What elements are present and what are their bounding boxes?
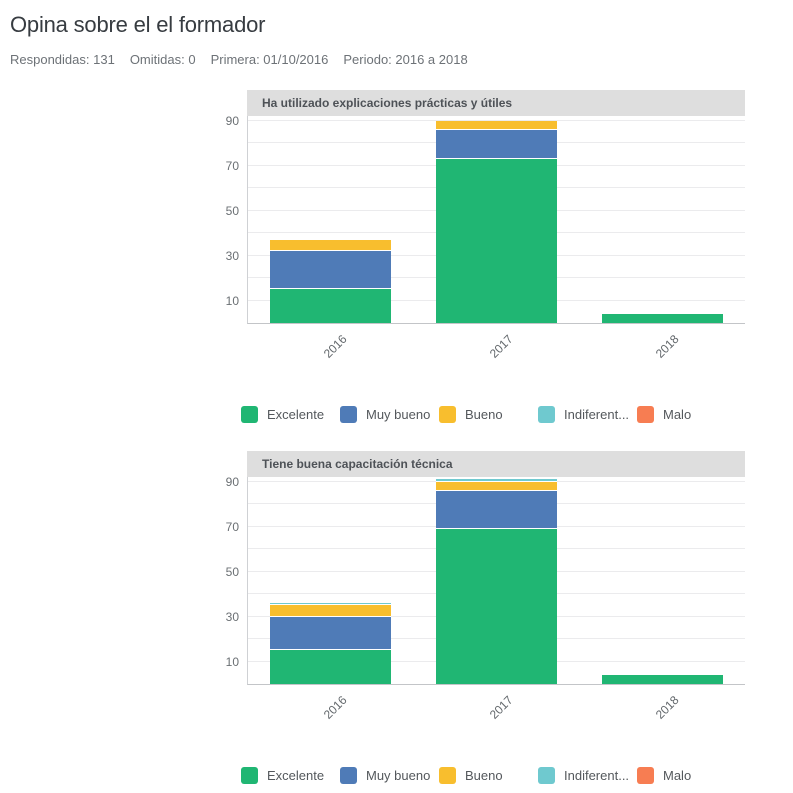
y-axis-tick-label: 50 (225, 564, 239, 579)
legend-swatch-icon (637, 767, 654, 784)
legend-swatch-icon (538, 767, 555, 784)
legend-label: Malo (663, 407, 692, 422)
bar-slot-2018 (579, 116, 745, 323)
bar-segment-excelente-2017[interactable] (436, 158, 557, 323)
chart-panel-capacitacion: Tiene buena capacitación técnica 10 30 50 7… (226, 451, 745, 784)
chart-panel-explicaciones: Ha utilizado explicaciones prácticas y ú… (226, 90, 745, 423)
legend-item-indiferent: Indiferent... (538, 767, 637, 784)
plot-area: 10 30 50 70 90 (226, 475, 745, 685)
chart-title: Ha utilizado explicaciones prácticas y ú… (247, 90, 745, 116)
stacked-bar-2016[interactable] (270, 603, 392, 684)
legend-label: Excelente (267, 768, 325, 783)
bar-slot-2018 (579, 477, 745, 684)
legend-swatch-icon (637, 406, 654, 423)
bar-segment-excelente-2016[interactable] (270, 289, 392, 323)
bar-segment-indiferent-2016[interactable] (270, 603, 392, 606)
x-axis-label-2018: 2018 (653, 332, 682, 361)
stacked-bar-2017[interactable] (436, 479, 557, 684)
y-axis-tick-label: 70 (225, 519, 239, 534)
plot-area: 10 30 50 70 90 (226, 114, 745, 324)
legend-item-bueno: Bueno (439, 406, 538, 423)
y-axis-tick-label: 30 (225, 248, 239, 263)
bar-segment-muy-bueno-2016[interactable] (270, 616, 392, 651)
y-axis-tick-label: 30 (225, 609, 239, 624)
legend-label: Bueno (465, 768, 503, 783)
stacked-bar-2016[interactable] (270, 239, 392, 323)
bar-segment-excelente-2016[interactable] (270, 650, 392, 684)
stat-periodo: Periodo: 2016 a 2018 (343, 52, 468, 67)
bar-segment-indiferent-2017[interactable] (436, 479, 557, 482)
legend-label: Malo (663, 768, 692, 783)
chart-legend: Excelente Muy bueno Bueno Indiferent... Malo (241, 406, 745, 423)
bar-slot-2017 (414, 116, 580, 323)
y-axis-tick-label: 70 (225, 158, 239, 173)
y-axis-tick-label: 50 (225, 203, 239, 218)
legend-item-malo: Malo (637, 767, 736, 784)
y-axis-tick-label: 90 (225, 474, 239, 489)
x-axis-label-2016: 2016 (321, 693, 350, 722)
bar-segment-bueno-2017[interactable] (436, 120, 557, 130)
bar-segment-excelente-2017[interactable] (436, 528, 557, 684)
bar-segment-excelente-2018[interactable] (601, 675, 723, 684)
stacked-bar-2017[interactable] (436, 120, 557, 323)
legend-label: Indiferent... (564, 768, 630, 783)
legend-label: Bueno (465, 407, 503, 422)
y-axis-tick-label: 10 (225, 654, 239, 669)
legend-swatch-icon (241, 406, 258, 423)
legend-item-muy-bueno: Muy bueno (340, 767, 439, 784)
bar-slot-2016 (248, 477, 414, 684)
legend-label: Muy bueno (366, 407, 431, 422)
bar-segment-bueno-2016[interactable] (270, 239, 392, 251)
legend-swatch-icon (439, 406, 456, 423)
bars-layer (248, 116, 745, 323)
legend-swatch-icon (340, 406, 357, 423)
bar-segment-muy-bueno-2017[interactable] (436, 129, 557, 159)
stacked-bar-2018[interactable] (601, 675, 723, 684)
legend-item-malo: Malo (637, 406, 736, 423)
x-axis-label-2017: 2017 (487, 693, 516, 722)
bar-segment-bueno-2017[interactable] (436, 481, 557, 491)
stat-omitidas: Omitidas: 0 (129, 52, 196, 67)
legend-item-bueno: Bueno (439, 767, 538, 784)
legend-item-indiferent: Indiferent... (538, 406, 637, 423)
chart-legend: Excelente Muy bueno Bueno Indiferent... Malo (241, 767, 745, 784)
y-axis-tick-label: 90 (225, 113, 239, 128)
bar-slot-2017 (414, 477, 580, 684)
legend-swatch-icon (340, 767, 357, 784)
stat-primera: Primera: 01/10/2016 (210, 52, 329, 67)
legend-label: Excelente (267, 407, 325, 422)
legend-swatch-icon (241, 767, 258, 784)
bar-segment-bueno-2016[interactable] (270, 605, 392, 617)
legend-item-excelente: Excelente (241, 767, 340, 784)
bar-slot-2016 (248, 116, 414, 323)
x-axis-label-2018: 2018 (653, 693, 682, 722)
bar-segment-muy-bueno-2016[interactable] (270, 251, 392, 290)
bars-layer (248, 477, 745, 684)
x-axis-label-2016: 2016 (321, 332, 350, 361)
bar-segment-excelente-2018[interactable] (601, 314, 723, 323)
legend-label: Muy bueno (366, 768, 431, 783)
legend-swatch-icon (538, 406, 555, 423)
stat-respondidas: Respondidas: 131 (10, 52, 115, 67)
chart-title: Tiene buena capacitación técnica (247, 451, 745, 477)
page-title: Opina sobre el el formador (10, 12, 266, 37)
gridline (248, 119, 745, 121)
legend-item-excelente: Excelente (241, 406, 340, 423)
bar-segment-muy-bueno-2017[interactable] (436, 490, 557, 529)
x-axis-labels: 2016 2017 2018 (247, 324, 745, 362)
legend-label: Indiferent... (564, 407, 630, 422)
x-axis-labels: 2016 2017 2018 (247, 685, 745, 723)
survey-stats: Respondidas: 131 Omitidas: 0 Primera: 01… (10, 52, 783, 68)
stacked-bar-2018[interactable] (601, 314, 723, 323)
legend-item-muy-bueno: Muy bueno (340, 406, 439, 423)
legend-swatch-icon (439, 767, 456, 784)
x-axis-label-2017: 2017 (487, 332, 516, 361)
y-axis-tick-label: 10 (225, 293, 239, 308)
